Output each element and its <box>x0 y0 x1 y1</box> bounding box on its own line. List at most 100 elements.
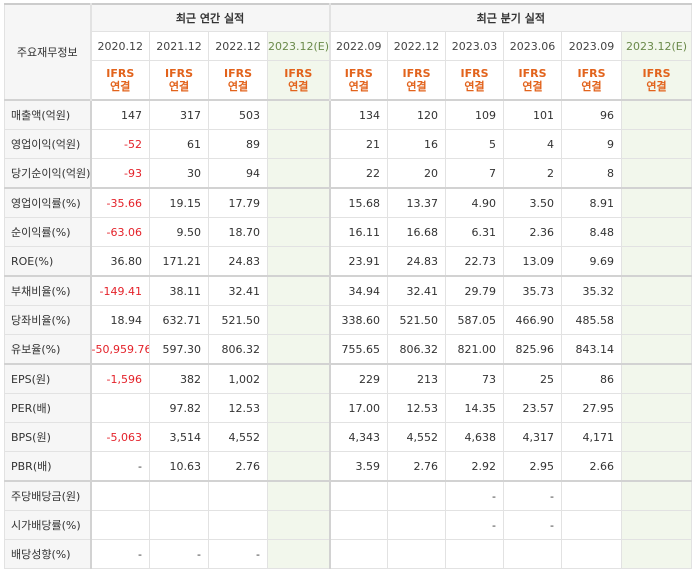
table-cell: -149.41 <box>90 275 150 306</box>
table-cell <box>266 539 331 569</box>
table-cell: 3.50 <box>503 187 563 218</box>
table-cell <box>621 305 693 335</box>
table-cell: 96 <box>561 99 623 130</box>
table-cell: 1,002 <box>208 363 268 394</box>
table-cell: 4,638 <box>445 422 505 452</box>
table-cell: 521.50 <box>208 305 268 335</box>
table-cell: 632.71 <box>149 305 209 335</box>
table-cell: 89 <box>208 129 268 159</box>
table-cell: 825.96 <box>503 334 563 365</box>
table-cell: 24.83 <box>387 246 447 277</box>
table-row: 영업이익률(%) -35.66 19.15 17.79 15.68 13.37 4.90 3.… <box>4 187 693 218</box>
table-cell <box>621 246 693 277</box>
period-header: 2022.09 <box>329 31 389 61</box>
basis-standard: IFRS <box>284 67 313 80</box>
table-cell <box>208 510 268 540</box>
table-cell: 18.70 <box>208 217 268 247</box>
basis-consolidation: 연결 <box>348 80 369 93</box>
table-cell <box>90 510 150 540</box>
accounting-basis-header: IFRS 연결 <box>387 60 447 101</box>
table-cell: 30 <box>149 158 209 189</box>
period-header: 2023.03 <box>445 31 505 61</box>
table-cell <box>621 275 693 306</box>
table-cell <box>266 334 331 365</box>
table-cell: 10.63 <box>149 451 209 482</box>
table-cell: 3,514 <box>149 422 209 452</box>
table-cell: 2.76 <box>387 451 447 482</box>
table-cell <box>90 480 150 511</box>
table-cell: 94 <box>208 158 268 189</box>
row-label: 순이익률(%) <box>4 217 92 247</box>
table-cell: 21 <box>329 129 389 159</box>
table-cell: 29.79 <box>445 275 505 306</box>
table-cell: 3.59 <box>329 451 389 482</box>
table-cell: 17.00 <box>329 393 389 423</box>
row-label: 영업이익(억원) <box>4 129 92 159</box>
table-cell: - <box>208 539 268 569</box>
table-cell <box>621 539 693 569</box>
table-cell: 597.30 <box>149 334 209 365</box>
table-row: 순이익률(%) -63.06 9.50 18.70 16.11 16.68 6.31 2.36… <box>4 217 693 247</box>
table-cell <box>149 480 209 511</box>
table-cell <box>208 480 268 511</box>
row-label: PER(배) <box>4 393 92 423</box>
table-cell <box>266 393 331 423</box>
corner-label: 주요재무정보 <box>4 3 92 101</box>
table-cell: 61 <box>149 129 209 159</box>
table-cell: 86 <box>561 363 623 394</box>
table-cell: 8.48 <box>561 217 623 247</box>
table-cell <box>266 422 331 452</box>
table-cell: - <box>90 451 150 482</box>
table-cell: 5 <box>445 129 505 159</box>
table-cell: 36.80 <box>90 246 150 277</box>
table-cell: 22.73 <box>445 246 505 277</box>
basis-standard: IFRS <box>344 67 373 80</box>
accounting-basis-header: IFRS 연결 <box>329 60 389 101</box>
basis-consolidation: 연결 <box>168 80 190 93</box>
table-cell: 97.82 <box>149 393 209 423</box>
row-label: 유보율(%) <box>4 334 92 365</box>
table-cell: 20 <box>387 158 447 189</box>
table-cell: -93 <box>90 158 150 189</box>
table-cell <box>621 393 693 423</box>
accounting-basis-header: IFRS 연결 <box>90 60 150 101</box>
table-cell: 9.69 <box>561 246 623 277</box>
row-label: 당좌비율(%) <box>4 305 92 335</box>
table-row: BPS(원) -5,063 3,514 4,552 4,343 4,552 4,638 4,3… <box>4 422 693 452</box>
table-cell: 16.68 <box>387 217 447 247</box>
table-cell <box>266 510 331 540</box>
table-cell: 134 <box>329 99 389 130</box>
table-cell <box>621 363 693 394</box>
table-cell: 109 <box>445 99 505 130</box>
table-cell: 338.60 <box>329 305 389 335</box>
table-row: 주당배당금(원) - - <box>4 480 693 511</box>
table-cell: 587.05 <box>445 305 505 335</box>
table-cell: 32.41 <box>387 275 447 306</box>
table-cell: 821.00 <box>445 334 505 365</box>
table-cell: 4,171 <box>561 422 623 452</box>
table-cell: 2.36 <box>503 217 563 247</box>
table-cell <box>266 275 331 306</box>
basis-consolidation: 연결 <box>110 80 131 93</box>
table-cell: 4,552 <box>387 422 447 452</box>
table-cell <box>266 217 331 247</box>
row-label: 당기순이익(억원) <box>4 158 92 189</box>
basis-standard: IFRS <box>106 67 135 80</box>
table-cell: 38.11 <box>149 275 209 306</box>
table-cell <box>387 510 447 540</box>
period-header-row: 2020.12 2021.12 2022.12 2023.12(E) 2022.09 20… <box>5 31 693 61</box>
table-cell: 485.58 <box>561 305 623 335</box>
period-header: 2022.12 <box>208 31 268 61</box>
period-header: 2023.12(E) <box>621 31 693 61</box>
table-cell <box>266 363 331 394</box>
table-cell: 8.91 <box>561 187 623 218</box>
table-row: 당좌비율(%) 18.94 632.71 521.50 338.60 521.50 587.… <box>4 305 693 335</box>
table-cell: -1,596 <box>90 363 150 394</box>
table-cell: 13.09 <box>503 246 563 277</box>
table-cell: 101 <box>503 99 563 130</box>
table-row: 배당성향(%) - - - <box>4 539 693 569</box>
table-cell: 23.91 <box>329 246 389 277</box>
financial-summary-table: 주요재무정보 최근 연간 실적 최근 분기 실적 2020.12 2021.12 2… <box>4 3 693 569</box>
table-cell: - <box>90 539 150 569</box>
table-cell: 2.76 <box>208 451 268 482</box>
